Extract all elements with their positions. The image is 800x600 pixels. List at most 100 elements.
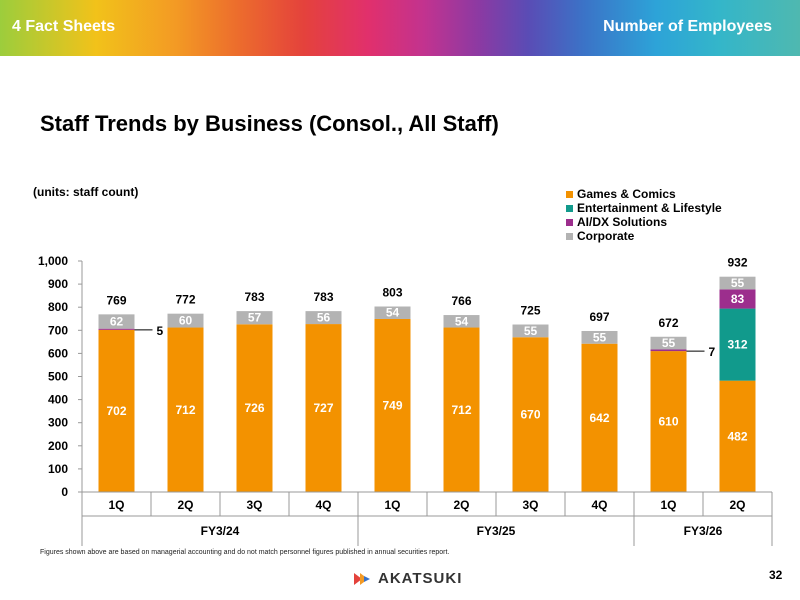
y-tick-label: 400 [48, 393, 68, 407]
y-tick-label: 100 [48, 462, 68, 476]
data-label-games: 727 [313, 401, 333, 415]
x-tick-label: 1Q [660, 498, 676, 512]
x-tick-label: 3Q [246, 498, 262, 512]
x-group-label: FY3/25 [477, 524, 516, 538]
units-label: (units: staff count) [33, 185, 139, 199]
legend-swatch-entertainment [566, 204, 573, 212]
legend-item-corporate: Corporate [566, 229, 722, 243]
bar-corporate [443, 315, 480, 328]
total-label: 725 [520, 304, 540, 318]
bar-games [443, 327, 480, 492]
x-tick-label: 2Q [453, 498, 469, 512]
legend-item-games: Games & Comics [566, 187, 722, 201]
data-label-corporate: 55 [662, 336, 676, 350]
legend-swatch-corporate [566, 232, 573, 240]
legend-swatch-aidx [566, 218, 573, 226]
legend-label-entertainment: Entertainment & Lifestyle [577, 201, 722, 215]
y-tick-label: 900 [48, 277, 68, 291]
data-label-games: 642 [589, 411, 609, 425]
legend-item-aidx: AI/DX Solutions [566, 215, 722, 229]
chart-title: Staff Trends by Business (Consol., All S… [40, 111, 499, 136]
bar-games [236, 324, 273, 492]
total-label: 803 [382, 286, 402, 300]
staff-chart: 01002003004005006007008009001,0007026276… [38, 254, 773, 546]
data-label-games: 712 [451, 403, 471, 417]
total-label: 783 [244, 290, 264, 304]
total-label: 769 [106, 293, 126, 307]
data-label-games: 712 [175, 403, 195, 417]
data-label-corporate: 55 [731, 276, 745, 290]
total-label: 672 [658, 316, 678, 330]
header-banner: 4 Fact Sheets Number of Employees [0, 0, 800, 56]
bar-games [512, 337, 549, 492]
page-number: 32 [769, 568, 783, 582]
data-label-games: 610 [658, 415, 678, 429]
logo-text: AKATSUKI [378, 570, 463, 587]
bar-games [581, 343, 618, 492]
bar-entertainment [719, 308, 756, 381]
y-tick-label: 800 [48, 300, 68, 314]
y-tick-label: 200 [48, 439, 68, 453]
akatsuki-logo-icon [354, 572, 370, 585]
data-label-games: 726 [244, 401, 264, 415]
data-label-corporate: 60 [179, 314, 193, 328]
topic-label: Number of Employees [603, 18, 772, 35]
total-label: 697 [589, 310, 609, 324]
x-tick-label: 4Q [591, 498, 607, 512]
legend: Games & Comics Entertainment & Lifestyle… [566, 187, 722, 243]
footnote: Figures shown above are based on manager… [40, 549, 450, 556]
x-group-label: FY3/24 [201, 524, 240, 538]
data-label-corporate: 55 [524, 324, 538, 338]
x-tick-label: 4Q [315, 498, 331, 512]
y-tick-label: 300 [48, 416, 68, 430]
y-tick-label: 600 [48, 346, 68, 360]
bar-games [719, 380, 756, 492]
bar-aidx [719, 289, 756, 309]
x-tick-label: 2Q [729, 498, 745, 512]
legend-label-games: Games & Comics [577, 187, 676, 201]
y-tick-label: 500 [48, 370, 68, 384]
x-tick-label: 1Q [108, 498, 124, 512]
data-label-games: 482 [727, 429, 747, 443]
data-label-corporate: 54 [455, 314, 469, 328]
bar-games [167, 327, 204, 492]
data-label-corporate: 55 [593, 330, 607, 344]
legend-swatch-games [566, 190, 573, 198]
data-label-games: 749 [382, 398, 402, 412]
callout-label: 5 [157, 324, 164, 338]
x-tick-label: 1Q [384, 498, 400, 512]
y-tick-label: 700 [48, 323, 68, 337]
x-tick-label: 2Q [177, 498, 193, 512]
bar-corporate [236, 311, 273, 325]
data-label-aidx: 83 [731, 292, 745, 306]
data-label-games: 670 [520, 408, 540, 422]
callout-label: 7 [709, 345, 716, 359]
bar-corporate [719, 276, 756, 290]
total-label: 766 [451, 294, 471, 308]
bar-games [650, 351, 687, 492]
y-tick-label: 0 [61, 485, 68, 499]
bar-corporate [581, 330, 618, 344]
bar-corporate [374, 306, 411, 319]
y-tick-label: 1,000 [38, 254, 68, 268]
x-group-label: FY3/26 [684, 524, 723, 538]
data-label-games: 702 [106, 404, 126, 418]
total-label: 932 [727, 256, 747, 270]
legend-label-corporate: Corporate [577, 229, 635, 243]
total-label: 772 [175, 293, 195, 307]
bar-corporate [98, 314, 135, 329]
legend-item-entertainment: Entertainment & Lifestyle [566, 201, 722, 215]
data-label-corporate: 57 [248, 311, 262, 325]
bar-corporate [167, 313, 204, 328]
total-label: 783 [313, 290, 333, 304]
bar-corporate [512, 324, 549, 338]
bar-corporate [305, 311, 342, 325]
data-label-entertainment: 312 [727, 338, 747, 352]
section-label: 4 Fact Sheets [12, 18, 116, 35]
x-tick-label: 3Q [522, 498, 538, 512]
akatsuki-logo: AKATSUKI [352, 570, 462, 587]
data-label-corporate: 56 [317, 311, 331, 325]
bar-corporate [650, 336, 687, 350]
data-label-corporate: 62 [110, 315, 124, 329]
bar-games [374, 318, 411, 492]
